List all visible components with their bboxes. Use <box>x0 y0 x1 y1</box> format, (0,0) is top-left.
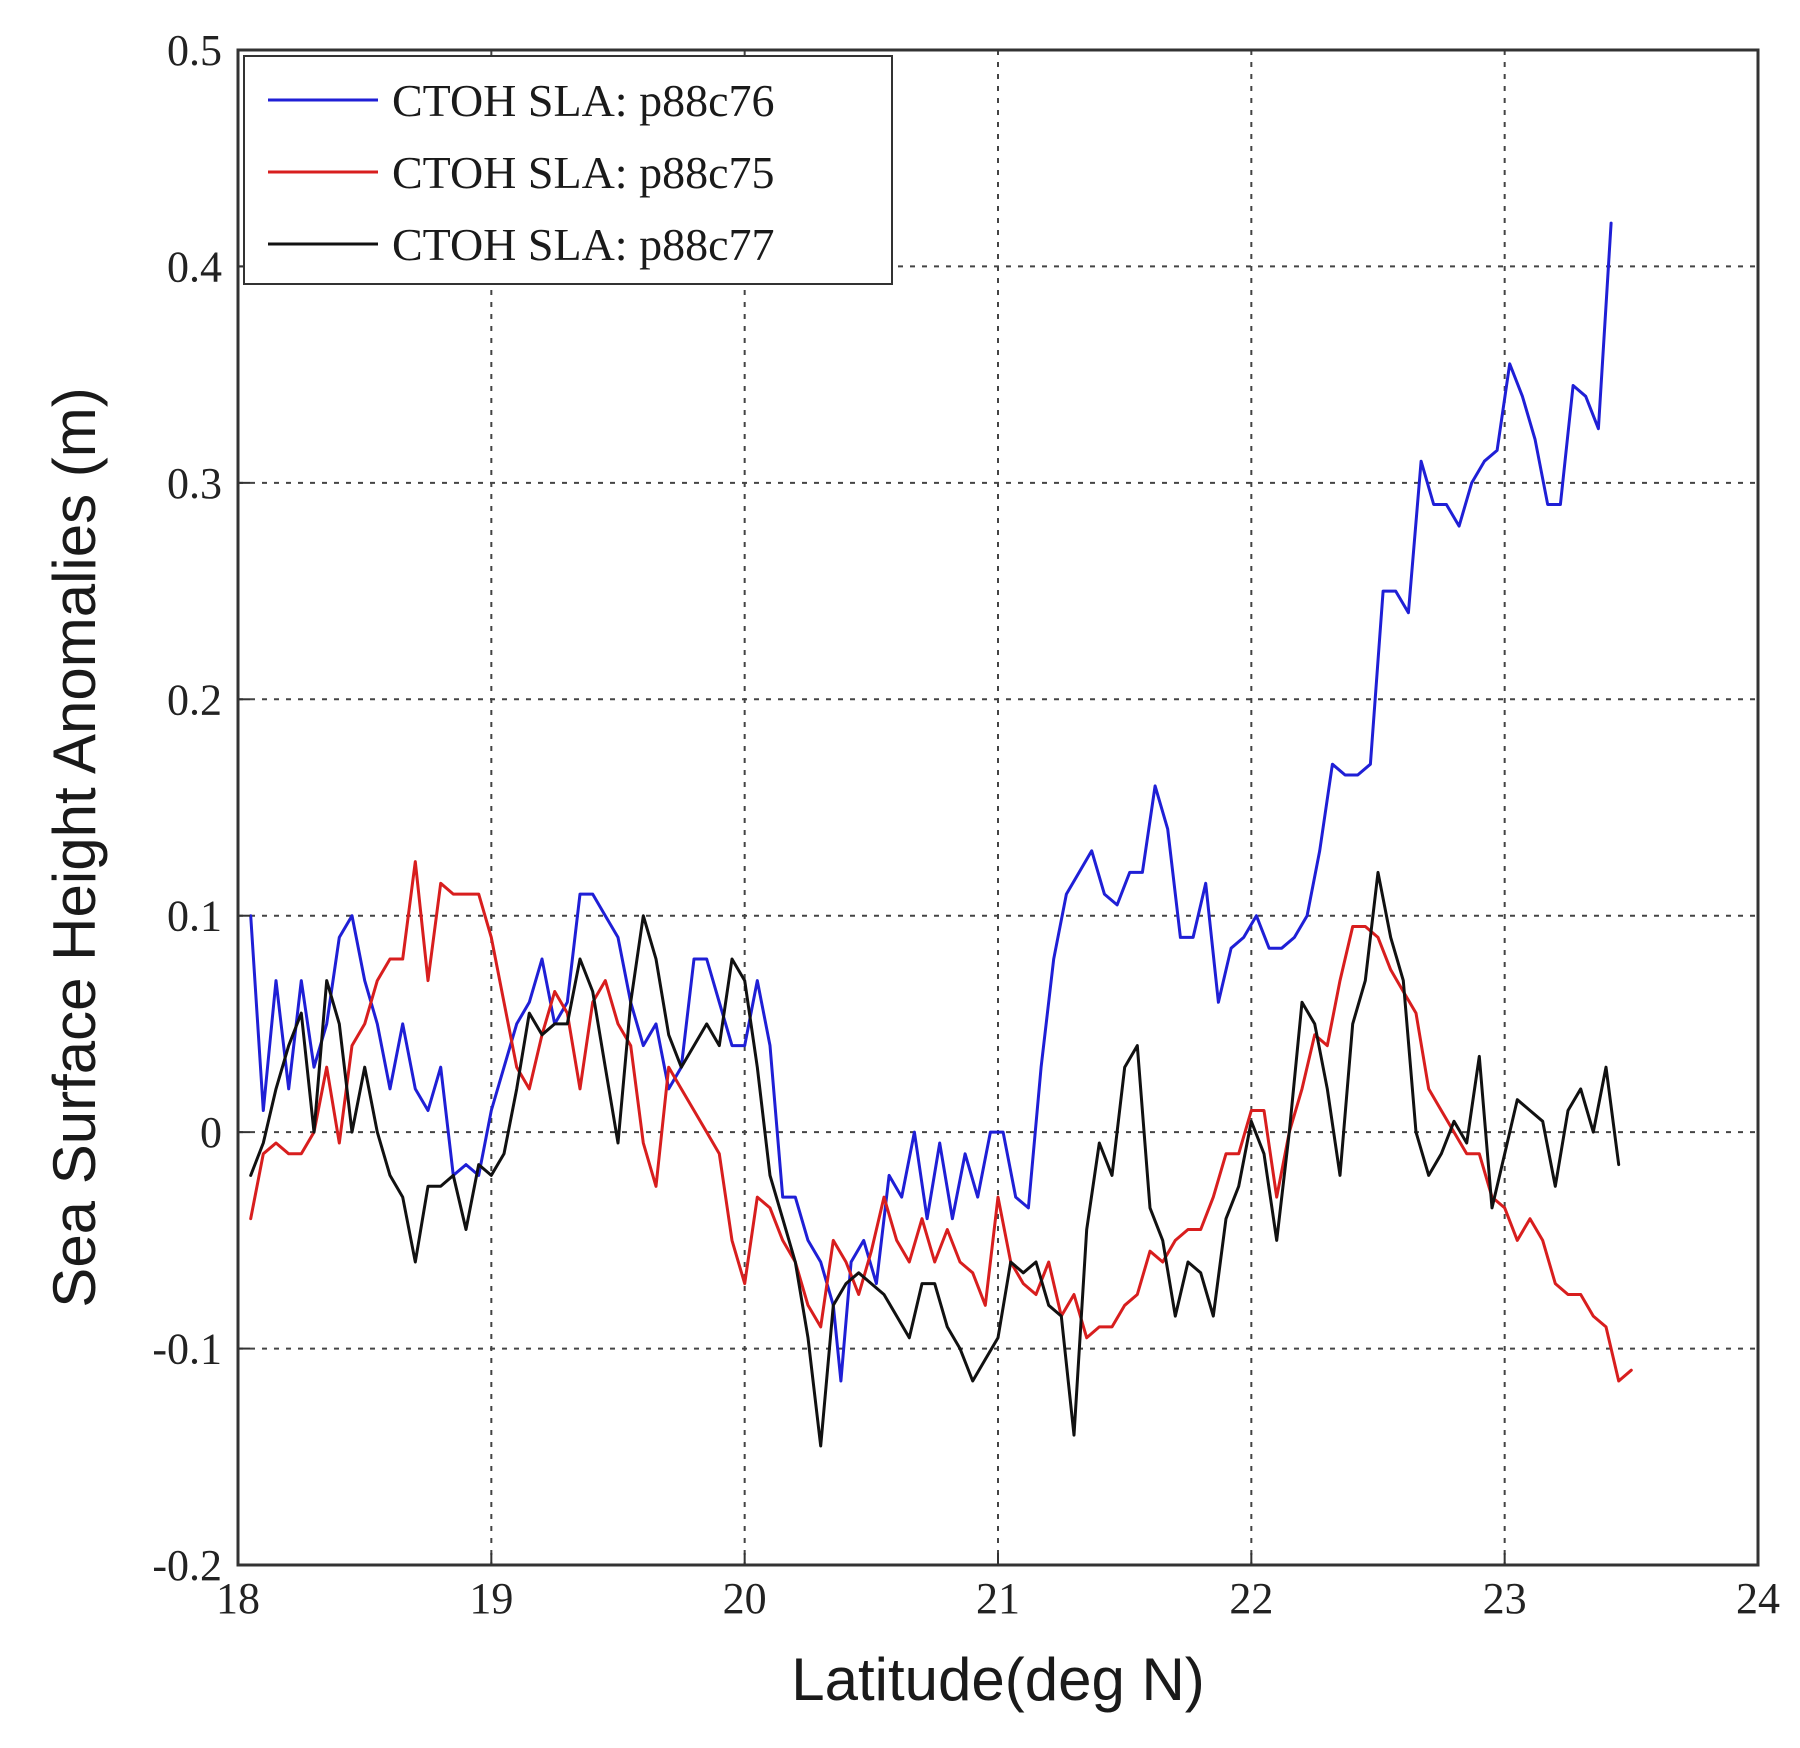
y-tick-label: 0.1 <box>167 892 222 941</box>
series-line-2 <box>249 860 1633 1383</box>
legend-label-2: CTOH SLA: p88c75 <box>392 147 775 198</box>
y-tick-label: -0.1 <box>152 1325 222 1374</box>
series-line-3 <box>249 870 1621 1448</box>
y-tick-label: 0.2 <box>167 675 222 724</box>
x-tick-label: 22 <box>1229 1574 1273 1623</box>
grid-lines <box>238 50 1758 1565</box>
legend-box <box>243 55 893 285</box>
axis-ticks: 18 19 20 21 22 23 24 -0.2 -0.1 0 0.1 0.2 0.3 0.4 0.5 <box>152 26 1780 1623</box>
x-tick-label: 24 <box>1736 1574 1780 1623</box>
legend-label-1: CTOH SLA: p88c76 <box>392 75 775 126</box>
y-tick-label: 0.4 <box>167 242 222 291</box>
y-axis-title: Sea Surface Height Anomalies (m) <box>41 387 108 1307</box>
x-tick-label: 18 <box>216 1574 260 1623</box>
x-tick-label: 23 <box>1483 1574 1527 1623</box>
series-line-1 <box>249 221 1613 1383</box>
x-axis-title: Latitude(deg N) <box>791 1646 1205 1713</box>
y-tick-label: 0.5 <box>167 26 222 75</box>
x-tick-label: 21 <box>976 1574 1020 1623</box>
legend-items: CTOH SLA: p88c76 CTOH SLA: p88c75 CTOH SLA… <box>268 75 775 270</box>
series-lines <box>249 221 1633 1448</box>
y-tick-label: 0 <box>200 1108 222 1157</box>
legend-label-3: CTOH SLA: p88c77 <box>392 219 775 270</box>
legend: CTOH SLA: p88c76 CTOH SLA: p88c75 CTOH SLA… <box>243 55 893 285</box>
x-tick-label: 19 <box>469 1574 513 1623</box>
x-tick-label: 20 <box>723 1574 767 1623</box>
y-tick-label: -0.2 <box>152 1541 222 1590</box>
y-tick-label: 0.3 <box>167 459 222 508</box>
